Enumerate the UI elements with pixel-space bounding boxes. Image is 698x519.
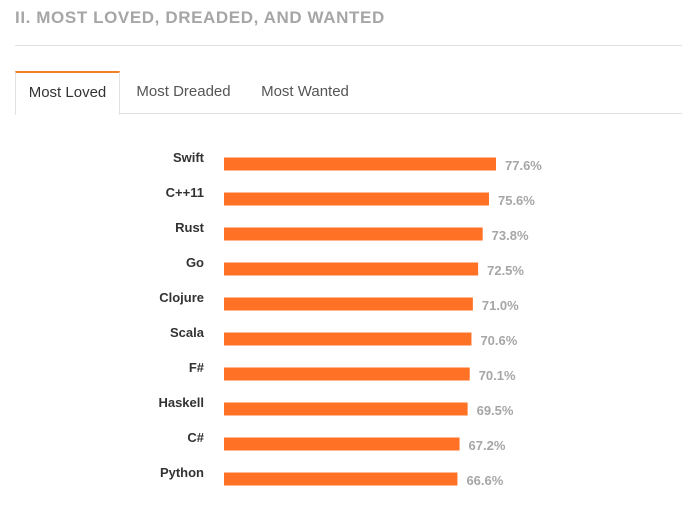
bar — [224, 332, 472, 346]
tab-bar: Most Loved Most Dreaded Most Wanted — [15, 71, 682, 115]
value-label: 69.5% — [477, 403, 514, 418]
value-label: 72.5% — [487, 263, 524, 278]
bar — [224, 227, 483, 241]
category-label: C++11 — [166, 185, 204, 200]
title-divider — [15, 45, 682, 46]
category-label: Clojure — [159, 290, 204, 305]
bar — [224, 367, 470, 381]
bar-chart: Swift 77.6% C++11 75.6% Rust 73.8% Go 72.5% Cloj… — [158, 150, 542, 488]
category-label: Swift — [173, 150, 205, 165]
tab-most-wanted[interactable]: Most Wanted — [261, 83, 349, 100]
value-label: 70.6% — [480, 333, 517, 348]
bar — [224, 472, 458, 486]
category-label: Go — [186, 255, 204, 270]
tab-bar-divider — [15, 113, 682, 114]
value-label: 71.0% — [482, 298, 519, 313]
bar — [224, 402, 468, 416]
value-label: 66.6% — [466, 473, 503, 488]
section-title: II. MOST LOVED, DREADED, AND WANTED — [15, 8, 385, 27]
value-label: 67.2% — [469, 438, 506, 453]
bar — [224, 297, 473, 311]
bar — [224, 262, 479, 276]
category-label: Scala — [170, 325, 205, 340]
value-label: 73.8% — [492, 228, 529, 243]
bar — [224, 437, 460, 451]
tab-most-loved[interactable]: Most Loved — [15, 71, 120, 115]
category-label: Rust — [175, 220, 205, 235]
value-label: 75.6% — [498, 193, 535, 208]
category-label: F# — [189, 360, 205, 375]
bar — [224, 157, 496, 171]
value-label: 70.1% — [479, 368, 516, 383]
category-label: Haskell — [158, 395, 204, 410]
category-label: Python — [160, 465, 204, 480]
category-label: C# — [187, 430, 204, 445]
bar — [224, 192, 489, 206]
value-label: 77.6% — [505, 158, 542, 173]
tab-most-dreaded[interactable]: Most Dreaded — [136, 83, 231, 100]
